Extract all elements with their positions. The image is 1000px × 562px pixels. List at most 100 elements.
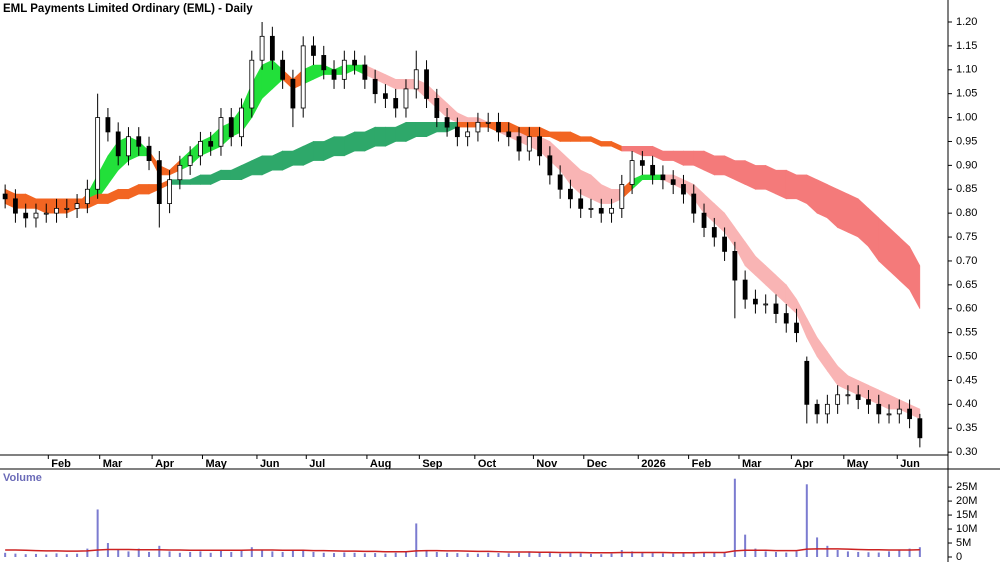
x-tick-label: Nov: [536, 458, 558, 470]
volume-bar: [466, 553, 469, 557]
candle-body: [516, 136, 522, 152]
candle-body: [208, 141, 214, 147]
y-tick-label: 1.15: [956, 40, 977, 52]
y-tick-label: 0.90: [956, 159, 977, 171]
volume-bar: [86, 548, 89, 557]
volume-bar: [589, 553, 592, 557]
volume-bar: [497, 553, 500, 557]
candle-body: [115, 131, 121, 157]
volume-average-line: [5, 548, 920, 554]
ribbon-segment: [138, 184, 150, 195]
y-tick-label: 0.80: [956, 207, 977, 219]
volume-bar: [857, 551, 860, 557]
candle-body: [475, 121, 481, 133]
candle-body: [824, 403, 830, 415]
volume-bar: [754, 548, 757, 557]
candle-body: [845, 394, 851, 397]
volume-bar: [816, 537, 819, 557]
candle-body: [444, 117, 450, 128]
volume-bar: [404, 551, 407, 557]
volume-bar: [291, 550, 294, 557]
ribbon-segment: [529, 126, 540, 137]
candle-body: [629, 160, 635, 185]
candle-body: [907, 408, 912, 420]
x-tick-label: May: [205, 458, 227, 470]
y-tick-label: 0.70: [956, 255, 977, 267]
candle-body: [177, 164, 183, 181]
ribbon-segment: [374, 126, 386, 147]
ribbon-segment: [909, 246, 921, 309]
volume-bar: [579, 553, 582, 557]
volume-bar: [209, 552, 212, 557]
candle-body: [187, 155, 193, 166]
volume-bar: [908, 548, 911, 557]
volume-bar: [158, 545, 161, 557]
ribbon-segment: [395, 79, 407, 90]
candle-body: [732, 250, 738, 281]
candle-body: [783, 313, 789, 324]
volume-bar: [918, 547, 921, 557]
ribbon-segment: [117, 188, 129, 200]
x-tick-label: Dec: [587, 458, 607, 470]
candle-body: [43, 212, 49, 215]
volume-bar: [374, 553, 377, 557]
candle-body: [578, 198, 584, 209]
y-tick-label: 1.10: [956, 64, 977, 76]
volume-bar: [219, 550, 222, 557]
x-tick-label: Apr: [794, 458, 814, 470]
y-tick-label: 1.20: [956, 16, 977, 28]
volume-tick-label: 20M: [956, 495, 977, 507]
x-tick-label: Sep: [422, 458, 442, 470]
y-tick-label: 0.50: [956, 350, 977, 362]
ribbon-segment: [816, 179, 828, 219]
volume-bar: [240, 550, 243, 557]
volume-bar: [785, 552, 788, 557]
candle-body: [352, 59, 357, 66]
candle-body: [701, 212, 707, 228]
x-tick-label: Apr: [155, 458, 175, 470]
candle-body: [804, 360, 810, 405]
candle-body: [372, 78, 378, 95]
ribbon-segment: [56, 198, 68, 209]
ribbon-segment: [35, 198, 47, 209]
candle-body: [413, 69, 419, 90]
x-tick-label: Feb: [51, 458, 71, 470]
volume-bar: [836, 550, 839, 557]
volume-bar: [559, 553, 562, 557]
ribbon-segment: [775, 169, 787, 200]
candle-body: [794, 322, 799, 334]
ribbon-segment: [600, 141, 612, 147]
ribbon-segment: [785, 169, 797, 200]
candle-body: [434, 98, 440, 118]
volume-bar: [343, 552, 346, 557]
candle-body: [588, 207, 594, 210]
candle-body: [198, 141, 203, 157]
volume-bar: [692, 551, 695, 557]
x-tick-label: May: [847, 458, 869, 470]
ribbon-segment: [714, 155, 725, 176]
candle-body: [465, 131, 471, 138]
candle-body: [568, 188, 573, 200]
candle-body: [691, 193, 697, 214]
ribbon-segment: [755, 165, 766, 190]
candle-body: [547, 155, 553, 176]
ribbon-segment: [847, 193, 859, 238]
candle-body: [639, 160, 645, 166]
volume-bar: [199, 551, 202, 557]
volume-bar: [805, 484, 808, 557]
candle-body: [167, 179, 172, 205]
chart-title: EML Payments Limited Ordinary (EML) - Da…: [3, 3, 253, 15]
ribbon-segment: [662, 150, 674, 161]
candle-body: [835, 394, 841, 405]
y-tick-label: 0.35: [956, 422, 977, 434]
candle-body: [609, 207, 614, 214]
candle-body: [136, 136, 142, 147]
volume-bar: [250, 547, 253, 557]
volume-bar: [610, 553, 613, 557]
y-tick-label: 0.55: [956, 327, 977, 339]
x-tick-label: Feb: [692, 458, 712, 470]
volume-bar: [117, 550, 120, 557]
volume-bar: [569, 553, 572, 557]
volume-tick-label: 10M: [956, 523, 977, 535]
volume-bar: [744, 534, 747, 557]
